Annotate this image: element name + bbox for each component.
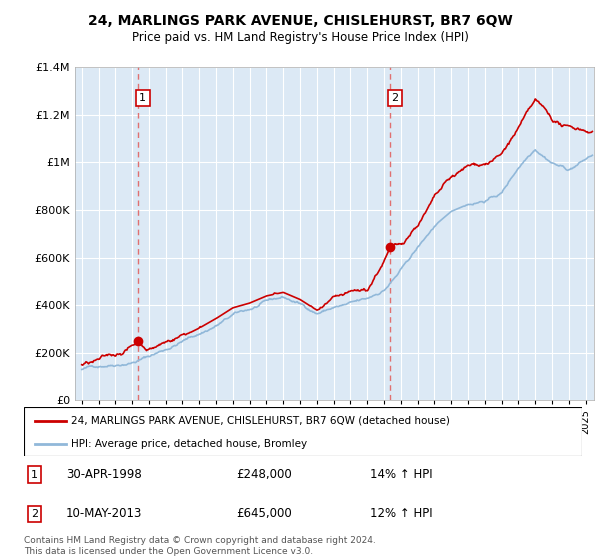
- Text: 2: 2: [31, 509, 38, 519]
- Text: 12% ↑ HPI: 12% ↑ HPI: [370, 507, 433, 520]
- Text: HPI: Average price, detached house, Bromley: HPI: Average price, detached house, Brom…: [71, 439, 308, 449]
- Text: 24, MARLINGS PARK AVENUE, CHISLEHURST, BR7 6QW (detached house): 24, MARLINGS PARK AVENUE, CHISLEHURST, B…: [71, 416, 451, 426]
- Text: Contains HM Land Registry data © Crown copyright and database right 2024.
This d: Contains HM Land Registry data © Crown c…: [24, 536, 376, 556]
- Text: 30-APR-1998: 30-APR-1998: [66, 468, 142, 481]
- Text: £645,000: £645,000: [236, 507, 292, 520]
- Text: 10-MAY-2013: 10-MAY-2013: [66, 507, 142, 520]
- Text: 14% ↑ HPI: 14% ↑ HPI: [370, 468, 433, 481]
- Text: 1: 1: [139, 93, 146, 103]
- Text: 1: 1: [31, 470, 38, 479]
- Text: 2: 2: [392, 93, 398, 103]
- Text: £248,000: £248,000: [236, 468, 292, 481]
- Text: 24, MARLINGS PARK AVENUE, CHISLEHURST, BR7 6QW: 24, MARLINGS PARK AVENUE, CHISLEHURST, B…: [88, 14, 512, 28]
- Text: Price paid vs. HM Land Registry's House Price Index (HPI): Price paid vs. HM Land Registry's House …: [131, 31, 469, 44]
